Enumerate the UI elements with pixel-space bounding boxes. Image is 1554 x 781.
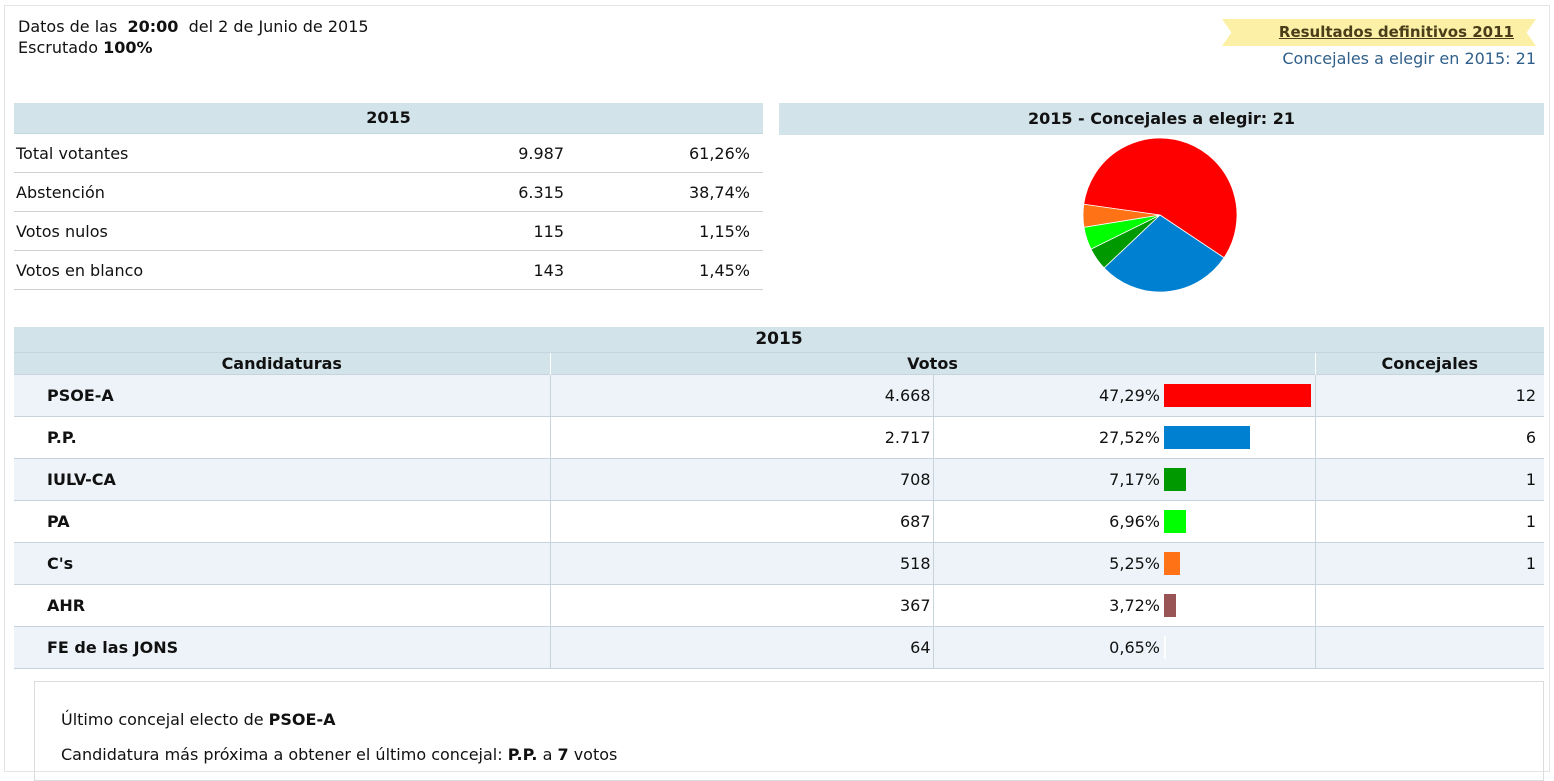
- party-concejales: 1: [1314, 500, 1545, 543]
- party-pct: 3,72%: [932, 584, 1162, 627]
- summary-value: 9.987: [518, 144, 564, 163]
- party-votes: 687: [549, 500, 933, 543]
- summary-pct: 38,74%: [688, 183, 750, 202]
- table-row: FE de las JONS 64 0,65%: [14, 626, 1545, 669]
- candidatura-proxima-text: Candidatura más próxima a obtener el últ…: [61, 745, 618, 764]
- ribbon-banner: [1222, 19, 1536, 46]
- party-pct: 5,25%: [932, 542, 1162, 585]
- party-vote-bar: [1164, 426, 1250, 449]
- party-votes: 64: [549, 626, 933, 669]
- resultados-2011-link[interactable]: Resultados definitivos 2011: [1278, 23, 1514, 41]
- party-name: PSOE-A: [14, 374, 550, 417]
- party-votes: 4.668: [549, 374, 933, 417]
- pie-slice-p-p-: [1103, 214, 1225, 293]
- party-name: P.P.: [14, 416, 550, 459]
- summary-title: 2015: [14, 103, 763, 134]
- summary-row: Abstención 6.315 38,74%: [14, 173, 763, 212]
- data-timestamp: Datos de las 20:00 del 2 de Junio de 201…: [18, 17, 369, 57]
- pie-panel: 2015 - Concejales a elegir: 21: [779, 103, 1544, 303]
- party-votes: 708: [549, 458, 933, 501]
- party-name: IULV-CA: [14, 458, 550, 501]
- party-name: C's: [14, 542, 550, 585]
- party-bar-cell: [1162, 584, 1316, 627]
- summary-value: 143: [533, 261, 564, 280]
- summary-pct: 1,45%: [699, 261, 750, 280]
- party-name: AHR: [14, 584, 550, 627]
- party-vote-bar: [1164, 594, 1176, 617]
- summary-value: 115: [533, 222, 564, 241]
- table-row: PSOE-A 4.668 47,29% 12: [14, 374, 1545, 417]
- summary-label: Total votantes: [16, 144, 129, 163]
- summary-label: Votos en blanco: [16, 261, 144, 280]
- party-votes: 2.717: [549, 416, 933, 459]
- party-bar-cell: [1162, 416, 1316, 459]
- party-concejales: [1314, 626, 1545, 669]
- party-pct: 6,96%: [932, 500, 1162, 543]
- page-frame: [4, 5, 1550, 772]
- party-concejales: 1: [1314, 542, 1545, 585]
- table-row: PA 687 6,96% 1: [14, 500, 1545, 543]
- party-bar-cell: [1162, 626, 1316, 669]
- summary-label: Abstención: [16, 183, 105, 202]
- party-pct: 47,29%: [932, 374, 1162, 417]
- summary-value: 6.315: [518, 183, 564, 202]
- party-concejales: 1: [1314, 458, 1545, 501]
- party-name: FE de las JONS: [14, 626, 550, 669]
- pie-slice-c-s: [1082, 203, 1161, 228]
- party-vote-bar: [1164, 510, 1186, 533]
- header-concejales: Concejales: [1314, 353, 1545, 375]
- summary-pct: 61,26%: [688, 144, 750, 163]
- results-title: 2015: [14, 327, 1544, 353]
- party-bar-cell: [1162, 374, 1316, 417]
- concejales-elegir-text: Concejales a elegir en 2015: 21: [1282, 49, 1536, 68]
- summary-pct: 1,15%: [699, 222, 750, 241]
- header-candidaturas: Candidaturas: [14, 353, 550, 375]
- party-vote-bar: [1164, 552, 1180, 575]
- party-name: PA: [14, 500, 550, 543]
- header-right: Resultados definitivos 2011 Concejales a…: [1222, 19, 1536, 69]
- party-vote-bar: [1164, 636, 1166, 659]
- party-pct: 7,17%: [932, 458, 1162, 501]
- party-pct: 0,65%: [932, 626, 1162, 669]
- pie-title: 2015 - Concejales a elegir: 21: [779, 103, 1544, 135]
- party-concejales: 12: [1314, 374, 1545, 417]
- party-bar-cell: [1162, 542, 1316, 585]
- table-row: AHR 367 3,72%: [14, 584, 1545, 627]
- table-row: IULV-CA 708 7,17% 1: [14, 458, 1545, 501]
- party-bar-cell: [1162, 458, 1316, 501]
- party-bar-cell: [1162, 500, 1316, 543]
- info-box: Último concejal electo de PSOE-A Candida…: [34, 681, 1544, 781]
- table-row: C's 518 5,25% 1: [14, 542, 1545, 585]
- results-table: 2015 Candidaturas Votos Concejales PSOE-…: [14, 327, 1545, 669]
- party-votes: 367: [549, 584, 933, 627]
- party-votes: 518: [549, 542, 933, 585]
- header-votos: Votos: [549, 353, 1316, 375]
- party-vote-bar: [1164, 468, 1186, 491]
- summary-row: Votos nulos 115 1,15%: [14, 212, 763, 251]
- ultimo-concejal-text: Último concejal electo de PSOE-A: [61, 710, 336, 729]
- summary-label: Votos nulos: [16, 222, 108, 241]
- summary-row: Votos en blanco 143 1,45%: [14, 251, 763, 290]
- party-concejales: [1314, 584, 1545, 627]
- table-row: P.P. 2.717 27,52% 6: [14, 416, 1545, 459]
- party-vote-bar: [1164, 384, 1311, 407]
- seats-pie-chart: [1082, 137, 1238, 293]
- party-pct: 27,52%: [932, 416, 1162, 459]
- summary-table: 2015 Total votantes 9.987 61,26% Abstención…: [14, 103, 763, 290]
- party-concejales: 6: [1314, 416, 1545, 459]
- summary-row: Total votantes 9.987 61,26%: [14, 134, 763, 173]
- pie-slice-psoe-a: [1083, 137, 1238, 259]
